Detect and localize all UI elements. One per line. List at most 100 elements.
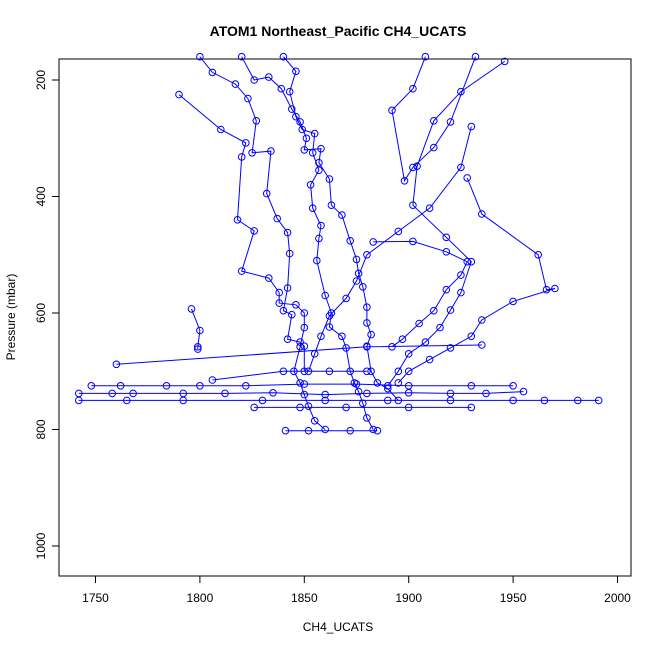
data-point (352, 277, 361, 285)
data-point (500, 57, 509, 66)
data-point (300, 342, 309, 351)
data-point (308, 149, 317, 157)
data-point (315, 158, 323, 167)
data-point (442, 233, 451, 242)
data-point (467, 332, 476, 341)
series-15 (75, 396, 603, 405)
data-point (248, 149, 256, 157)
x-tick-label: 1800 (187, 591, 214, 605)
data-point (300, 309, 309, 317)
data-point (409, 84, 417, 93)
data-point (352, 380, 361, 388)
data-point (446, 306, 455, 314)
data-point (394, 367, 403, 376)
data-point (384, 382, 392, 390)
series-5 (388, 52, 480, 185)
data-point (346, 426, 355, 435)
data-point (267, 147, 275, 155)
data-point (409, 237, 417, 246)
data-point (252, 117, 261, 125)
data-point (457, 288, 465, 297)
y-axis-label: Pressure (mbar) (4, 274, 18, 361)
data-point (478, 341, 486, 349)
data-point (258, 396, 267, 405)
data-point (373, 379, 382, 387)
data-point (363, 389, 371, 398)
series-6 (384, 57, 509, 390)
data-point (300, 146, 309, 154)
series-4 (279, 52, 378, 434)
data-point (233, 216, 242, 224)
data-point (196, 326, 204, 335)
data-point (325, 312, 334, 320)
data-point (250, 227, 258, 235)
y-tick-label: 1000 (34, 532, 48, 559)
data-point (275, 299, 284, 307)
data-point (542, 285, 551, 294)
data-point (300, 390, 309, 399)
series-line (373, 240, 468, 348)
data-point (321, 425, 330, 434)
series-16 (250, 403, 476, 412)
data-point (296, 343, 304, 351)
series-line (212, 370, 367, 381)
y-axis: 200 400 600 800 1000 (34, 70, 60, 559)
data-point (425, 355, 434, 364)
data-point (275, 288, 284, 297)
data-point (519, 387, 528, 396)
data-point (409, 163, 417, 172)
data-point (87, 382, 96, 390)
data-point (242, 139, 250, 147)
x-axis-label: CH4_UCATS (303, 620, 373, 634)
data-point (338, 211, 346, 219)
data-point (208, 376, 217, 384)
series-line (241, 56, 399, 401)
series-line (191, 308, 201, 350)
data-point (283, 284, 292, 292)
data-point (281, 426, 290, 435)
data-point (237, 52, 246, 61)
data-point (394, 227, 403, 236)
data-point (367, 367, 375, 376)
data-point (317, 332, 325, 341)
series-9 (187, 305, 204, 353)
data-point (285, 249, 294, 258)
data-point (359, 283, 367, 291)
data-point (327, 201, 336, 209)
data-point (116, 382, 125, 390)
series-line (116, 344, 482, 365)
y-tick-label: 600 (34, 303, 48, 323)
data-point (321, 390, 330, 399)
data-point (421, 52, 430, 61)
data-point (123, 396, 131, 405)
data-point (244, 94, 252, 103)
x-tick-label: 1950 (500, 591, 527, 605)
data-point (108, 389, 116, 398)
data-point (430, 117, 438, 125)
series-line (91, 383, 514, 387)
data-point (352, 255, 361, 264)
data-point (283, 228, 292, 237)
data-point (369, 238, 378, 246)
data-point (310, 417, 319, 425)
plot-frame (58, 58, 632, 577)
data-point (398, 335, 407, 344)
data-point (363, 343, 371, 351)
data-point (446, 396, 455, 405)
data-point (467, 122, 476, 131)
data-point (325, 175, 334, 183)
data-point (75, 396, 83, 405)
data-point (446, 118, 455, 126)
data-point (292, 112, 300, 121)
data-point (574, 396, 582, 405)
data-point (415, 319, 423, 328)
data-point (187, 305, 196, 313)
data-point (315, 234, 323, 243)
data-point (457, 163, 465, 172)
data-point (404, 389, 413, 397)
data-point (179, 396, 187, 405)
data-point (112, 360, 121, 369)
x-tick-label: 1900 (395, 591, 422, 605)
data-point (237, 267, 246, 275)
